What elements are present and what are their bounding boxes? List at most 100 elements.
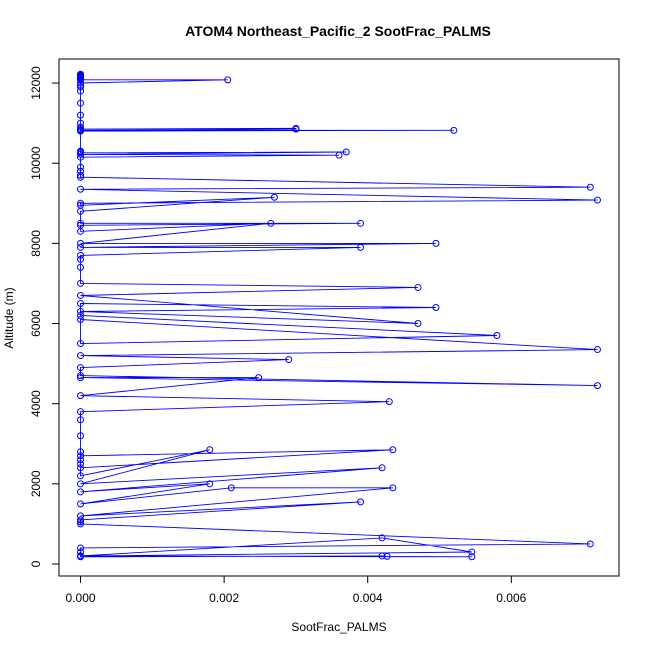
data-point xyxy=(385,398,393,406)
y-axis-title: Altitude (m) xyxy=(2,287,16,348)
y-tick-label: 12000 xyxy=(29,66,43,100)
y-tick-label: 2000 xyxy=(29,470,43,497)
data-point xyxy=(77,243,85,251)
data-point xyxy=(77,153,85,161)
data-point xyxy=(77,311,85,319)
x-tick-label: 0.002 xyxy=(209,591,239,605)
data-point xyxy=(77,299,85,307)
data-point xyxy=(206,480,214,488)
chart-title: ATOM4 Northeast_Pacific_2 SootFrac_PALMS xyxy=(185,23,491,39)
data-point xyxy=(77,472,85,480)
data-point xyxy=(77,456,85,464)
data-point xyxy=(77,488,85,496)
x-tick-label: 0.000 xyxy=(66,591,96,605)
data-point xyxy=(77,251,85,259)
data-point xyxy=(77,408,85,416)
data-point xyxy=(77,352,85,360)
data-point xyxy=(255,374,263,382)
data-point xyxy=(77,171,85,179)
data-point xyxy=(77,150,85,158)
data-point xyxy=(77,520,85,528)
y-tick-label: 10000 xyxy=(29,146,43,180)
data-point xyxy=(77,76,85,84)
data-point xyxy=(432,303,440,311)
series-points xyxy=(77,70,601,561)
data-point xyxy=(357,243,365,251)
data-point xyxy=(227,484,235,492)
data-point xyxy=(77,219,85,227)
data-point xyxy=(414,320,422,328)
data-point xyxy=(77,239,85,247)
data-point xyxy=(224,76,232,84)
data-point xyxy=(593,196,601,204)
data-point xyxy=(77,99,85,107)
data-point xyxy=(77,227,85,235)
data-point xyxy=(378,552,386,560)
data-point xyxy=(77,207,85,215)
data-point xyxy=(77,518,85,526)
y-tick-label: 0 xyxy=(29,560,43,567)
data-point xyxy=(77,416,85,424)
x-axis: 0.000 0.002 0.004 0.006 xyxy=(66,575,527,605)
data-point xyxy=(389,446,397,454)
data-point xyxy=(389,484,397,492)
data-point xyxy=(292,125,300,133)
data-point xyxy=(77,316,85,324)
data-point xyxy=(77,127,85,135)
data-point xyxy=(586,183,594,191)
data-point xyxy=(77,548,85,556)
data-point xyxy=(267,219,275,227)
data-point xyxy=(77,516,85,524)
data-point xyxy=(357,219,365,227)
data-point xyxy=(450,126,458,134)
data-point xyxy=(77,173,85,181)
data-point xyxy=(77,163,85,171)
data-point xyxy=(77,83,85,91)
y-tick-label: 8000 xyxy=(29,230,43,257)
data-point xyxy=(77,374,85,382)
data-point xyxy=(77,185,85,193)
data-point xyxy=(383,552,391,560)
data-point xyxy=(493,332,501,340)
x-axis-title: SootFrac_PALMS xyxy=(291,620,386,634)
x-tick-label: 0.006 xyxy=(496,591,526,605)
data-point xyxy=(378,534,386,542)
data-point xyxy=(270,193,278,201)
data-point xyxy=(593,382,601,390)
data-point xyxy=(77,552,85,560)
data-point xyxy=(77,392,85,400)
data-line xyxy=(80,74,598,558)
data-point xyxy=(77,452,85,460)
data-point xyxy=(77,87,85,95)
data-point xyxy=(342,148,350,156)
data-point xyxy=(77,111,85,119)
data-point xyxy=(77,372,85,380)
data-point xyxy=(468,553,476,561)
data-point xyxy=(432,239,440,247)
data-point xyxy=(77,123,85,131)
data-point xyxy=(77,199,85,207)
y-tick-label: 6000 xyxy=(29,310,43,337)
data-point xyxy=(77,480,85,488)
data-point xyxy=(77,263,85,271)
data-point xyxy=(468,548,476,556)
data-point xyxy=(586,540,594,548)
data-point xyxy=(77,79,85,87)
data-point xyxy=(414,283,422,291)
data-point xyxy=(77,340,85,348)
data-point xyxy=(77,307,85,315)
data-point xyxy=(77,291,85,299)
data-point xyxy=(77,464,85,472)
data-point xyxy=(77,279,85,287)
data-point xyxy=(77,448,85,456)
data-point xyxy=(77,544,85,552)
data-point xyxy=(593,346,601,354)
data-point xyxy=(77,432,85,440)
series-line xyxy=(80,74,598,558)
data-point xyxy=(285,356,293,364)
data-point xyxy=(378,464,386,472)
y-axis: 0 2000 4000 6000 8000 10000 12000 xyxy=(29,66,60,567)
data-point xyxy=(77,460,85,468)
